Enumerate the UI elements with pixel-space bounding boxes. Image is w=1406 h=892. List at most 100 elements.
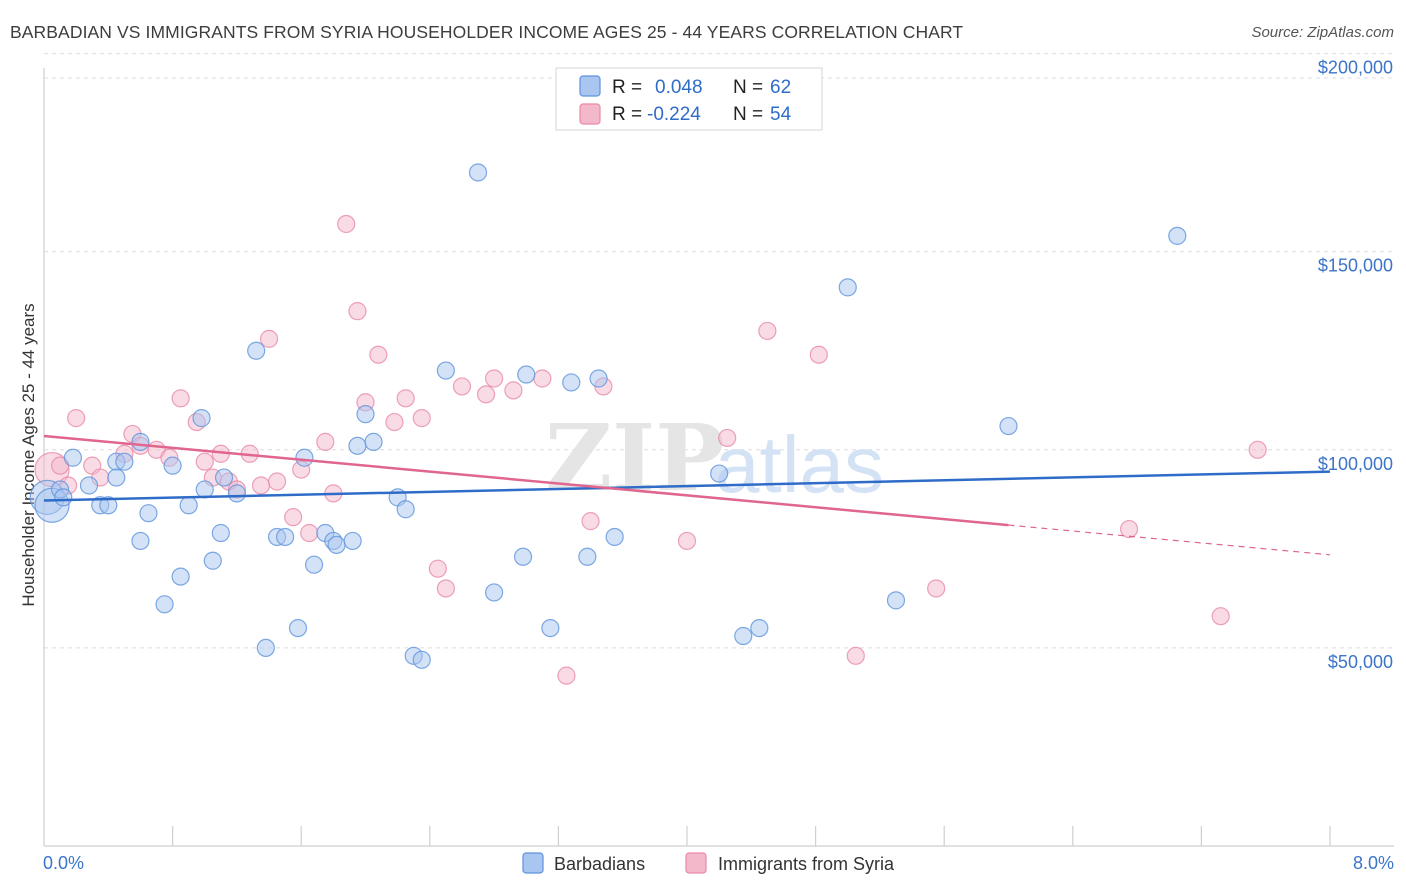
legend-n-label-1: N = [733,77,763,98]
barbadians-point [99,496,118,515]
source-label: Source: ZipAtlas.com [1251,24,1394,41]
barbadians-point [886,591,906,610]
barbadians-point [348,436,367,455]
syria-point [504,381,523,400]
barbadians-point [356,405,375,424]
barbadians-point [139,504,158,523]
barbadians-point [276,527,295,547]
bottom-legend-label-syria: Immigrants from Syria [718,854,895,874]
syria-trend-line [43,434,1009,527]
legend-n-value-1: 62 [770,77,791,98]
y-axis-title: Householder Income Ages 25 - 44 years [19,303,38,606]
watermark: ZIP atlas [545,404,884,512]
barbadians-point [1168,226,1187,245]
barbadians-point [999,416,1018,436]
syria-point [251,476,271,495]
syria-point [396,389,415,408]
syria-point [259,329,279,348]
syria-point [428,559,447,578]
barbadians-point [436,361,455,380]
barbadians-point [396,500,415,519]
barbadians-point [710,464,729,483]
syria-point [718,428,737,448]
watermark-atlas: atlas [715,420,884,509]
syria-point [67,409,86,428]
barbadians-point [485,583,504,602]
barbadians-point [179,496,198,515]
syria-point [533,369,552,388]
syria-point [267,472,287,491]
series-barbadians-points [29,163,1187,669]
legend-n-label-2: N = [733,104,763,125]
syria-point [581,512,600,531]
barbadians-point [589,369,608,388]
syria-point [369,345,388,364]
barbadians-point [304,555,324,574]
syria-point [1211,607,1230,626]
barbadians-point [163,456,182,475]
bottom-legend-label-barbadians: Barbadians [554,854,645,874]
y-tick-label: $50,000 [1328,652,1393,672]
barbadians-point [468,163,488,182]
legend-n-value-2: 54 [770,104,792,125]
legend-swatch-pink [579,103,601,125]
barbadians-point [54,488,73,507]
syria-trend-line-dashed [1008,524,1331,556]
barbadians-point [131,432,150,451]
legend-r-value-1: 0.048 [655,77,703,98]
barbadians-point [195,480,214,499]
barbadians-point [171,567,190,586]
syria-point [195,452,214,471]
barbadians-point [364,432,383,451]
y-tick-label: $200,000 [1318,58,1393,78]
barbadians-point [227,484,246,503]
barbadians-point [211,523,230,543]
syria-point [758,321,777,341]
barbadians-point [79,476,99,495]
syria-point [348,302,367,321]
syria-point [476,385,496,404]
top-legend: R = 0.048 N = 62 R = -0.224 N = 54 [555,67,823,131]
syria-point [284,508,303,527]
watermark-zip: ZIP [545,404,724,512]
grid-lines [44,53,1394,649]
syria-point [677,531,697,551]
barbadians-point [155,595,174,614]
legend-swatch-blue [579,75,601,97]
barbadians-point [214,468,234,487]
barbadians-point [247,341,266,360]
barbadians-point [605,527,624,547]
y-tick-label: $150,000 [1318,256,1393,276]
barbadians-point [192,409,211,428]
syria-point [171,389,190,408]
barbadians-point [203,551,222,570]
barbadians-trend-line [43,470,1331,502]
barbadians-point [327,535,346,554]
barbadians-point [513,547,533,566]
bottom-legend: Barbadians Immigrants from Syria [522,852,895,874]
y-tick-label: $100,000 [1318,454,1393,474]
syria-point [557,666,576,685]
syria-point [1248,440,1267,459]
barbadians-point [412,650,431,669]
syria-point [385,412,404,432]
y-tick-labels: $50,000 $100,000 $150,000 $200,000 [1318,58,1393,672]
syria-point [927,579,946,598]
barbadians-point [131,531,150,551]
syria-point [485,369,504,388]
syria-point [809,345,828,364]
syria-point [300,523,319,543]
barbadians-point [562,373,581,392]
syria-point [316,432,335,451]
syria-point [1119,519,1139,539]
syria-point [337,214,356,234]
barbadians-point [734,626,753,646]
x-tick-label-max: 8.0% [1353,853,1394,873]
legend-r-label-2: R = [612,104,642,125]
syria-point [412,409,431,428]
barbadians-point [115,452,134,471]
barbadians-point [750,618,769,638]
syria-point [436,579,455,598]
barbadians-point [541,618,560,638]
